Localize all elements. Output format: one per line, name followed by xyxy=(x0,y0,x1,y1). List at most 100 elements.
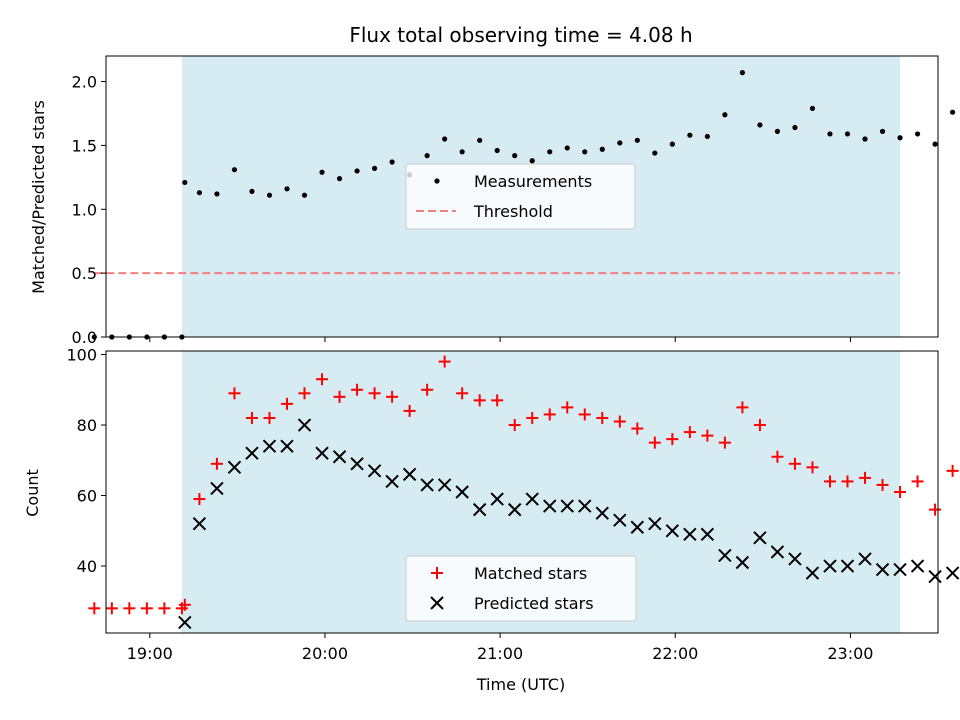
predicted-star-point-b xyxy=(630,520,645,534)
predicted-star-point xyxy=(192,517,207,531)
predicted-star-point xyxy=(472,502,487,517)
predicted-star-point-b xyxy=(753,531,767,545)
bottom-legend: Matched stars Predicted stars xyxy=(405,555,637,622)
matched-star-point xyxy=(666,433,679,446)
matched-star-point xyxy=(859,471,872,484)
predicted-star-point-b xyxy=(385,474,399,489)
matched-star-point xyxy=(368,387,381,400)
y-tick-label: 0.5 xyxy=(72,264,97,283)
matched-star-point xyxy=(263,411,276,424)
predicted-star-point xyxy=(875,562,890,577)
predicted-star-point xyxy=(753,531,767,545)
predicted-star-point-b xyxy=(823,559,837,573)
predicted-star-point xyxy=(718,548,732,563)
matched-star-point xyxy=(105,602,118,615)
predicted-star-point xyxy=(578,499,592,513)
measurement-point xyxy=(301,192,308,198)
matched-star-point xyxy=(158,602,171,615)
bottom-data-layer xyxy=(88,355,960,630)
predicted-star-point xyxy=(262,439,277,453)
predicted-star-point-b xyxy=(490,492,504,506)
matched-star-point xyxy=(718,436,731,449)
predicted-star-point xyxy=(595,506,609,520)
measurement-point xyxy=(494,147,500,154)
measurement-point xyxy=(196,190,203,196)
matched-star-point xyxy=(403,404,416,417)
bottom-plot-frame xyxy=(105,350,939,634)
measurement-point xyxy=(529,158,535,164)
predicted-star-point-b xyxy=(507,502,522,517)
predicted-star-point-b xyxy=(455,485,469,499)
predicted-star-point-b xyxy=(788,552,802,566)
x-tick-label: 22:00 xyxy=(652,644,698,663)
y-tick-label: 100 xyxy=(66,346,97,365)
predicted-star-point-b xyxy=(560,499,574,513)
measurement-point xyxy=(932,141,938,147)
matched-star-point xyxy=(210,457,223,470)
measurement-point xyxy=(879,128,886,134)
measurement-point xyxy=(652,150,658,156)
x-tick-label: 21:00 xyxy=(477,644,523,663)
matched-star-point xyxy=(929,503,942,516)
x-tick-label: 23:00 xyxy=(827,644,873,663)
measurement-point xyxy=(897,135,903,141)
matched-star-point xyxy=(578,408,591,421)
bottom-panel: 40 60 80 100 19:00 20:00 21:00 22:00 23:00 Coun… xyxy=(23,346,960,694)
predicted-star-point xyxy=(455,485,469,499)
measurement-point xyxy=(91,334,97,340)
predicted-star-point xyxy=(332,450,347,464)
top-y-axis: 0.0 0.5 1.0 1.5 2.0 xyxy=(72,73,106,347)
measurement-point xyxy=(669,141,675,147)
measurement-point xyxy=(442,136,448,142)
matched-star-point xyxy=(946,464,959,477)
matched-star-point xyxy=(193,493,206,506)
measurement-point xyxy=(336,176,343,182)
matched-star-point xyxy=(701,429,714,442)
x-axis-label: Time (UTC) xyxy=(476,675,565,694)
measurement-point xyxy=(599,146,605,152)
measurement-point xyxy=(722,112,728,118)
predicted-star-point-b xyxy=(718,548,732,563)
measurement-point xyxy=(582,149,588,155)
matched-star-point xyxy=(771,450,784,463)
predicted-star-point xyxy=(543,499,557,513)
predicted-star-point-b xyxy=(648,517,662,531)
measurement-point xyxy=(757,122,763,128)
predicted-star-point xyxy=(683,527,697,542)
measurement-point xyxy=(949,109,956,115)
predicted-star-point xyxy=(613,513,627,527)
predicted-star-point xyxy=(840,559,855,573)
predicted-star-point-b xyxy=(875,562,890,577)
matched-star-point xyxy=(316,373,329,386)
measurement-point xyxy=(827,131,833,137)
measurement-point xyxy=(844,131,851,137)
predicted-star-point-b xyxy=(192,517,207,531)
predicted-star-point xyxy=(945,566,960,580)
measurement-point xyxy=(617,140,623,146)
predicted-star-point-b xyxy=(735,555,750,570)
top-chart-title: Flux total observing time = 4.08 h xyxy=(349,23,692,47)
y-tick-label: 80 xyxy=(77,416,97,435)
measurement-point xyxy=(319,169,325,175)
y-tick-label: 60 xyxy=(77,487,97,506)
predicted-star-point xyxy=(507,502,522,517)
matched-star-point xyxy=(631,422,644,435)
matched-star-point xyxy=(333,390,346,403)
predicted-star-point xyxy=(665,524,680,538)
predicted-star-point xyxy=(928,569,942,584)
predicted-star-point-b xyxy=(945,566,960,580)
matched-star-point xyxy=(841,475,854,488)
matched-star-point xyxy=(911,475,924,488)
matched-star-point xyxy=(88,602,101,615)
predicted-star-point-b xyxy=(367,464,382,478)
predicted-star-point xyxy=(402,467,417,482)
matched-star-point xyxy=(806,461,819,474)
top-plot-frame xyxy=(105,55,939,338)
matched-star-point xyxy=(788,457,801,470)
predicted-star-point xyxy=(525,492,539,506)
top-legend: Measurements Threshold xyxy=(405,163,636,230)
measurement-point xyxy=(704,133,710,140)
measurements-legend-marker xyxy=(434,178,440,184)
predicted-star-point-b xyxy=(770,545,785,559)
